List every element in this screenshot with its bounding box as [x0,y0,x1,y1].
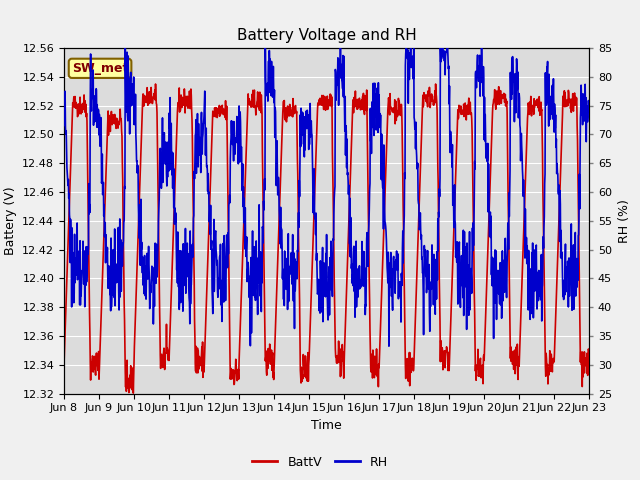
Title: Battery Voltage and RH: Battery Voltage and RH [237,28,416,43]
Text: SW_met: SW_met [72,62,128,75]
Y-axis label: Battery (V): Battery (V) [4,187,17,255]
X-axis label: Time: Time [311,419,342,432]
Legend: BattV, RH: BattV, RH [248,451,392,474]
Y-axis label: RH (%): RH (%) [618,199,630,243]
